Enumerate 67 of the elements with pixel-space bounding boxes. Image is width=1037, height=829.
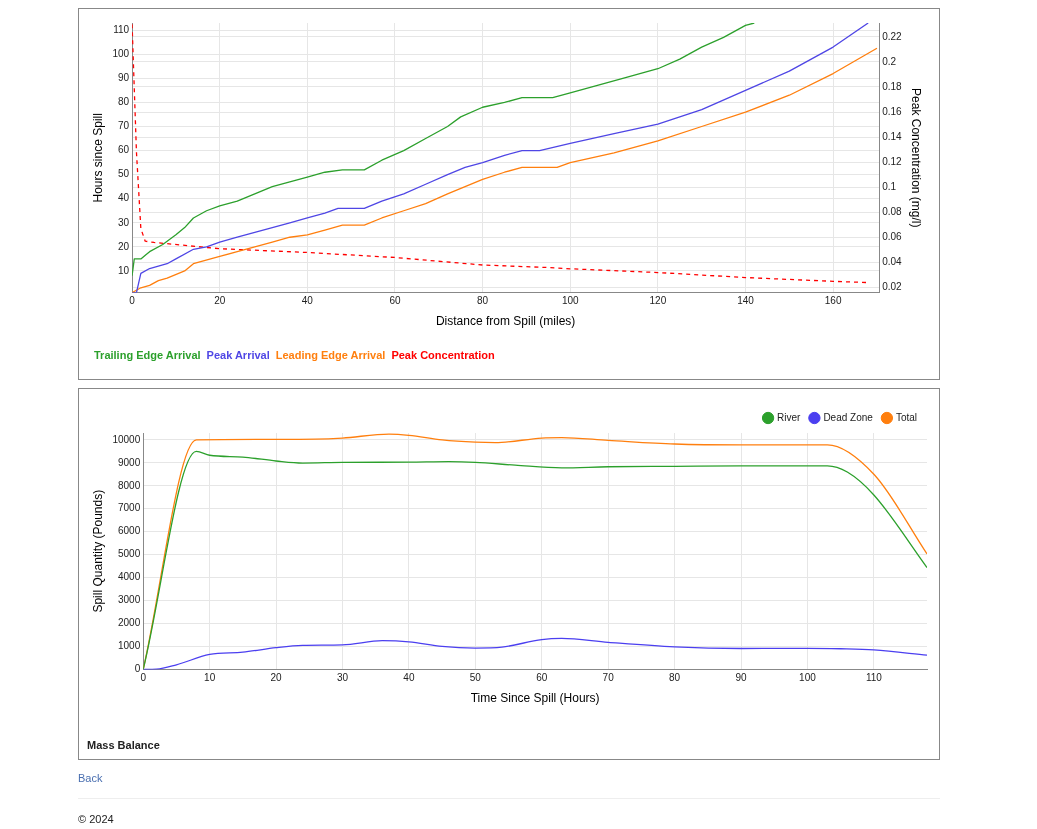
x-tick-label: 120 — [649, 295, 667, 307]
y-tick-label: 60 — [117, 144, 130, 156]
y2-tick-label: 0.08 — [882, 206, 903, 218]
y-tick-label: 10000 — [112, 433, 141, 445]
y-axis-title: Hours since Spill — [90, 113, 105, 203]
x-tick-label: 80 — [477, 295, 489, 307]
y-tick-label: 4000 — [117, 571, 141, 583]
y-tick-label: 9000 — [117, 456, 141, 468]
y2-tick-label: 0.22 — [882, 30, 903, 42]
text: Back — [78, 768, 940, 799]
x-tick-label: 20 — [270, 672, 283, 684]
y2-tick-label: 0.1 — [882, 181, 897, 193]
x-tick-label: 40 — [301, 295, 314, 307]
x-tick-label: 80 — [669, 672, 681, 684]
text: Peak Concentration — [391, 349, 495, 361]
y2-tick-label: 0.16 — [882, 105, 903, 117]
x-axis-title: Distance from Spill (miles) — [435, 314, 576, 329]
legend-label: Dead Zone — [823, 411, 874, 423]
text: Mass Balance — [87, 739, 160, 752]
y-tick-label: 20 — [117, 240, 130, 252]
y-axis-title: Spill Quantity (Pounds) — [90, 489, 105, 613]
text: Peak Arrival — [206, 349, 270, 361]
x-tick-label: 30 — [336, 672, 349, 684]
x-tick-label: 40 — [403, 672, 415, 684]
legend-label: Total — [895, 411, 917, 423]
x-tick-label: 100 — [561, 295, 580, 307]
x-tick-label: 70 — [602, 672, 615, 684]
y-tick-label: 6000 — [117, 525, 141, 537]
y-tick-label: 40 — [117, 192, 130, 204]
y-tick-label: 1000 — [117, 640, 141, 652]
x-tick-label: 60 — [536, 672, 548, 684]
y-tick-label: 100 — [112, 48, 130, 60]
y-tick-label: 50 — [117, 168, 130, 180]
y2-tick-label: 0.2 — [882, 55, 897, 67]
x-tick-label: 100 — [799, 672, 817, 684]
y2-tick-label: 0.14 — [882, 130, 903, 142]
text: Leading Edge Arrival — [275, 349, 386, 361]
x-tick-label: 10 — [204, 672, 216, 684]
y-tick-label: 8000 — [117, 479, 141, 491]
legend-label: River — [777, 411, 802, 423]
x-tick-label: 20 — [214, 295, 226, 307]
x-tick-label: 60 — [389, 295, 401, 307]
y2-tick-label: 0.02 — [882, 281, 903, 293]
y-tick-label: 5000 — [117, 548, 141, 560]
y2-tick-label: 0.06 — [882, 231, 903, 243]
x-axis-title: Time Since Spill (Hours) — [470, 690, 600, 705]
y-tick-label: 70 — [117, 120, 130, 132]
y-tick-label: 10 — [117, 264, 130, 276]
y-tick-label: 30 — [117, 216, 130, 228]
y-tick-label: 2000 — [117, 617, 141, 629]
text: © 2024 — [78, 812, 115, 825]
x-tick-label: 160 — [824, 295, 842, 307]
x-tick-label: 110 — [865, 672, 883, 684]
y-tick-label: 7000 — [117, 502, 141, 514]
y-tick-label: 3000 — [117, 594, 141, 606]
y-tick-label: 110 — [113, 23, 130, 35]
y2-tick-label: 0.18 — [882, 80, 903, 92]
y2-tick-label: 0.12 — [882, 155, 903, 167]
text: Trailing Edge Arrival — [94, 349, 201, 361]
y2-tick-label: 0.04 — [882, 256, 903, 268]
x-tick-label: 90 — [735, 672, 748, 684]
x-tick-label: 140 — [737, 295, 755, 307]
y-tick-label: 90 — [117, 72, 130, 84]
x-tick-label: 50 — [469, 672, 482, 684]
y2-axis-title: Peak Concentration (mg/l) — [909, 88, 924, 228]
y-tick-label: 0 — [134, 663, 141, 675]
y-tick-label: 80 — [117, 96, 130, 108]
